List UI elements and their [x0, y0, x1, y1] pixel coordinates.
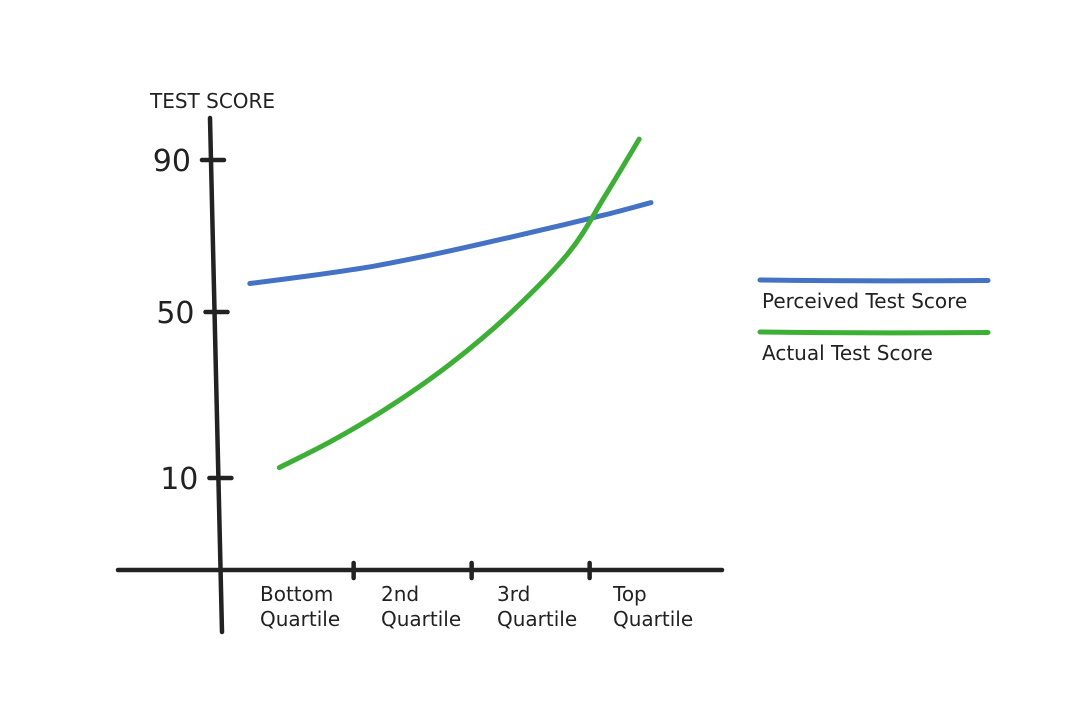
x-category-label: Quartile — [613, 607, 693, 631]
category-labels: BottomQuartile2ndQuartile3rdQuartileTopQ… — [260, 582, 693, 631]
x-category-label: Top — [612, 582, 647, 606]
y-tick-label: 10 — [160, 462, 198, 497]
legend: Perceived Test Score Actual Test Score — [757, 277, 991, 365]
x-category-label: Bottom — [260, 582, 333, 606]
x-category-label: Quartile — [260, 607, 340, 631]
series-line-perceived — [247, 200, 654, 286]
x-category-label: 2nd — [381, 582, 419, 606]
legend-label: Perceived Test Score — [762, 289, 967, 313]
legend-swatch — [757, 277, 991, 284]
series-line-actual — [276, 136, 642, 471]
legend-swatch — [757, 329, 991, 336]
legend-label: Actual Test Score — [762, 341, 933, 365]
y-tick-label: 90 — [153, 144, 191, 179]
series-lines — [247, 136, 654, 471]
x-category-label: 3rd — [497, 582, 530, 606]
y-axis — [207, 115, 225, 635]
x-category-label: Quartile — [497, 607, 577, 631]
y-axis-label: TEST SCORE — [149, 89, 275, 113]
y-tick-label: 50 — [156, 296, 194, 331]
x-category-label: Quartile — [381, 607, 461, 631]
x-ticks — [351, 560, 592, 581]
y-ticks: 90 50 10 — [153, 144, 234, 497]
